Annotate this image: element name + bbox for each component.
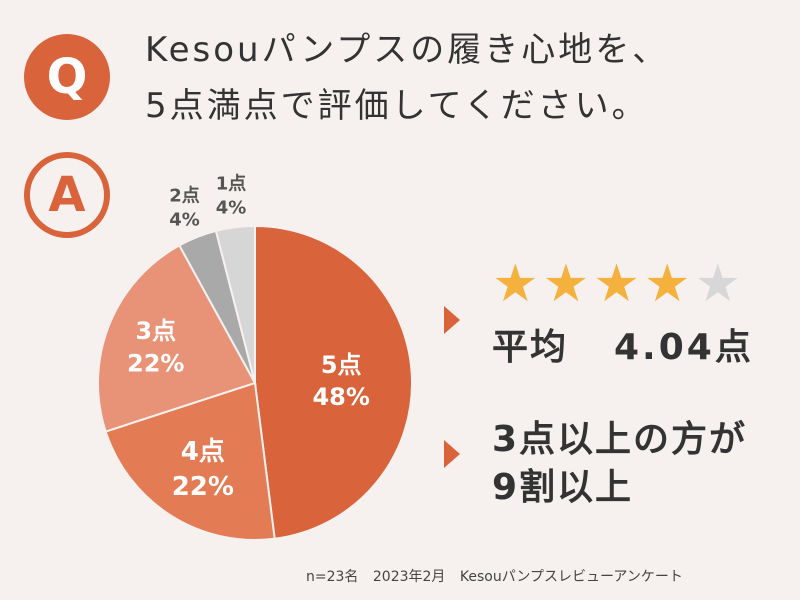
pie-percent-3pt: 22% bbox=[127, 349, 184, 377]
footer-sample-size: n=23名 bbox=[306, 569, 359, 585]
average-value: 4.04点 bbox=[614, 327, 754, 368]
summary-line-1: 3点以上の方が bbox=[492, 419, 748, 460]
pie-percent-5pt: 48% bbox=[312, 383, 369, 411]
star-empty-icon: ★ bbox=[694, 254, 742, 314]
star-rating: ★ ★ ★ ★ ★ bbox=[492, 258, 741, 310]
summary-line-2: 9割以上 bbox=[492, 467, 634, 508]
average-label: 平均 bbox=[492, 327, 569, 368]
pie-label-2pt: 2点 bbox=[169, 184, 200, 206]
pie-percent-4pt: 22% bbox=[172, 472, 234, 502]
question-line-2: 5点満点で評価してください。 bbox=[145, 86, 649, 126]
star-filled-icon: ★ bbox=[643, 254, 691, 314]
pie-label-3pt: 3点 bbox=[135, 317, 176, 345]
star-filled-icon: ★ bbox=[542, 254, 590, 314]
footer-survey-name: Kesouパンプスレビューアンケート bbox=[459, 569, 683, 585]
summary-text: 3点以上の方が 9割以上 bbox=[492, 416, 747, 512]
pie-slice-5pt bbox=[254, 224, 413, 540]
arrow-average-icon bbox=[444, 306, 460, 334]
footer-note: n=23名 2023年2月 Kesouパンプスレビューアンケート bbox=[306, 566, 693, 586]
star-filled-icon: ★ bbox=[492, 254, 539, 314]
footer-date: 2023年2月 bbox=[372, 569, 446, 585]
pie-label-1pt: 1点 bbox=[216, 172, 247, 194]
question-text: Kesouパンプスの履き心地を、 5点満点で評価してください。 bbox=[145, 22, 785, 134]
question-badge: Q bbox=[24, 34, 110, 120]
star-filled-icon: ★ bbox=[593, 254, 640, 314]
question-line-1: Kesouパンプスの履き心地を、 bbox=[145, 30, 670, 70]
pie-label-4pt: 4点 bbox=[181, 436, 225, 467]
pie-slice-3pt bbox=[97, 244, 257, 433]
pie-percent-2pt: 4% bbox=[169, 210, 200, 231]
question-badge-letter: Q bbox=[46, 49, 88, 105]
arrow-summary-icon bbox=[444, 440, 460, 468]
pie-slice-4pt bbox=[104, 381, 276, 541]
answer-badge: A bbox=[24, 152, 110, 238]
pie-percent-1pt: 4% bbox=[216, 198, 247, 219]
pie-label-5pt: 5点 bbox=[321, 351, 362, 379]
answer-badge-letter: A bbox=[48, 167, 86, 223]
pie-slice-1pt bbox=[214, 224, 256, 384]
